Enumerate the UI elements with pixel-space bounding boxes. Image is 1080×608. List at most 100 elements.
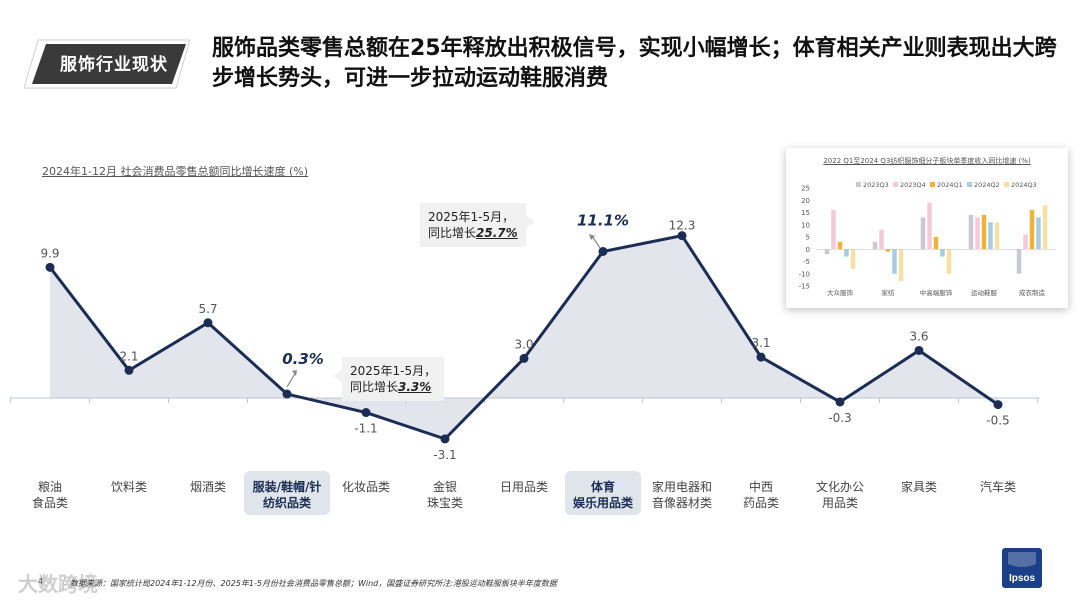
apparel-note-pointer: [333, 369, 343, 383]
data-point: [677, 231, 687, 241]
apparel-note-line1: 2025年1-5月，: [350, 364, 437, 378]
category-label: 体育: [591, 479, 615, 494]
category-label: 用品类: [822, 496, 858, 510]
inset-bar: [872, 241, 878, 250]
section-tag-shape: [24, 39, 190, 89]
inset-bar: [850, 249, 856, 269]
sports-note-line2: 同比增长25.7%: [428, 225, 518, 241]
data-label: 2.1: [119, 349, 138, 363]
data-point: [519, 353, 529, 363]
category-label: 饮料类: [111, 480, 147, 494]
inset-bar: [927, 202, 932, 250]
category-label: 文化办公: [816, 479, 864, 494]
inset-legend-swatch: [967, 182, 972, 187]
inset-bar: [898, 249, 904, 282]
category-label: 中西: [749, 479, 773, 494]
apparel-note-prefix: 同比增长: [350, 380, 399, 394]
inset-bar: [831, 210, 836, 250]
inset-bar: [1023, 234, 1028, 250]
inset-y-tick: -5: [803, 258, 810, 266]
data-point: [914, 345, 924, 355]
inset-bar: [994, 222, 1000, 250]
inset-bar: [1016, 249, 1022, 274]
inset-y-tick: 20: [801, 197, 810, 205]
watermark: 大数跨境: [18, 572, 98, 596]
inset-legend-swatch: [930, 182, 935, 187]
sports-arrow: [591, 235, 601, 249]
inset-y-tick: 25: [801, 185, 810, 193]
data-label: 9.9: [40, 246, 59, 260]
inset-bar: [1036, 217, 1041, 250]
apparel-arrow-head: [292, 370, 297, 376]
inset-category-label: 成衣制造: [1019, 288, 1046, 297]
data-label: 3.0: [514, 337, 533, 351]
inset-y-tick: 15: [801, 209, 810, 217]
data-point: [361, 408, 371, 418]
data-point: [45, 262, 55, 272]
inset-bar: [879, 229, 884, 250]
inset-legend-label: 2023Q3: [863, 181, 889, 189]
inset-bar-chart: 2022 Q1至2024 Q3纺织服饰细分子板块单季度收入同比增速 (%) 25…: [786, 148, 1068, 308]
data-point: [993, 400, 1003, 410]
inset-y-tick: 5: [806, 234, 810, 242]
apparel-note-line2: 同比增长3.3%: [350, 379, 436, 395]
data-point: [124, 365, 134, 375]
category-label: 家具类: [901, 479, 937, 494]
inset-y-tick: -10: [799, 270, 810, 278]
data-label: -1.1: [354, 422, 377, 436]
data-label: 12.3: [669, 219, 696, 233]
category-label: 金银: [433, 479, 457, 494]
inset-bar: [933, 237, 939, 250]
category-label: 汽车类: [980, 479, 1016, 494]
page-number: 4: [38, 577, 44, 586]
sports-note: 2025年1-5月， 同比增长25.7%: [420, 203, 535, 247]
data-point: [598, 246, 608, 256]
data-label: 11.1%: [577, 211, 629, 229]
sports-note-value: 25.7%: [476, 226, 518, 240]
data-label: 3.1: [751, 336, 770, 350]
inset-bar: [1029, 210, 1035, 250]
data-point: [440, 434, 450, 444]
inset-category-label: 家纺: [882, 288, 896, 297]
category-label: 粮油: [38, 479, 62, 494]
sports-arrow-head: [589, 234, 595, 240]
main-chart-title: 2024年1-12月 社会消费品零售总额同比增长速度 (%): [42, 165, 308, 178]
inset-bar: [968, 214, 974, 250]
inset-legend-swatch: [1004, 182, 1009, 187]
inset-bar: [837, 241, 843, 250]
section-tag-label: 服饰行业现状: [60, 55, 168, 75]
inset-bar: [946, 249, 952, 274]
inset-bar: [824, 249, 830, 255]
inset-bar: [885, 249, 891, 252]
data-label: 0.3%: [282, 350, 324, 368]
inset-legend-label: 2024Q1: [937, 181, 963, 189]
highlighted-category-bg: [565, 471, 641, 515]
area-fill: [50, 235, 998, 439]
sports-note-line1: 2025年1-5月，: [428, 210, 515, 224]
data-point: [203, 318, 213, 328]
data-label: -3.1: [433, 448, 456, 462]
data-label: -0.3: [828, 411, 851, 425]
category-label: 化妆品类: [342, 480, 390, 494]
inset-category-label: 运动鞋服: [971, 288, 998, 297]
category-label: 珠宝类: [427, 496, 463, 510]
inset-bar: [981, 214, 987, 250]
inset-category-label: 大众服饰: [827, 288, 854, 297]
inset-legend-swatch: [856, 182, 861, 187]
category-label: 食品类: [32, 495, 68, 510]
category-label: 服装/鞋帽/针: [253, 479, 322, 494]
category-label: 烟酒类: [190, 480, 226, 494]
inset-bar: [975, 217, 980, 250]
category-label: 家用电器和: [652, 479, 712, 494]
apparel-note-value: 3.3%: [398, 380, 432, 394]
inset-bar: [1042, 205, 1048, 250]
apparel-note: 2025年1-5月， 同比增长3.3%: [333, 357, 445, 401]
inset-bar: [844, 249, 849, 257]
data-label: 3.6: [909, 329, 928, 343]
inset-bar: [892, 249, 897, 274]
inset-category-label: 中高端服饰: [920, 288, 953, 297]
category-label: 药品类: [743, 496, 779, 510]
ipsos-logo-text: Ipsos: [1009, 573, 1036, 584]
inset-legend-label: 2023Q4: [900, 181, 926, 189]
